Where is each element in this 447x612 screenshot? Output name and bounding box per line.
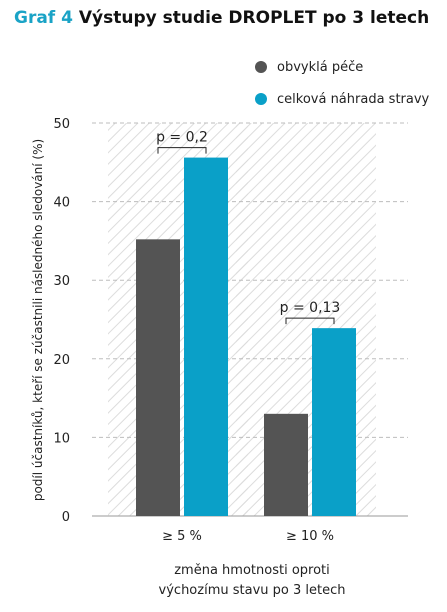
chart-title-prefix: Graf 4 [14,8,73,28]
y-tick-label: 0 [62,510,70,525]
legend-swatch-celkova-nahrada [255,93,267,105]
p-value-label-2: p = 0,13 [280,300,341,316]
x-axis-label-line-1: změna hmotnosti oproti [174,563,330,578]
y-tick-label: 50 [53,117,70,132]
legend-swatch-obvykla-pece [255,61,267,73]
p-value-bracket-1 [157,147,207,154]
p-value-label-1: p = 0,2 [156,130,208,146]
bar-celkova-nahrada-1 [184,157,228,517]
y-tick-label: 40 [53,196,70,211]
x-tick-label: ≥ 5 % [162,529,202,544]
bar-obvykla-pece-2 [264,413,308,516]
legend-label-obvykla-pece: obvyklá péče [277,59,364,75]
chart-title: Graf 4 Výstupy studie DROPLET po 3 letec… [14,8,429,28]
y-axis-label: podíl účastníků, kteří se zúčastnili nás… [31,139,45,501]
bar-celkova-nahrada-2 [312,328,356,516]
x-axis-label-line-2: výchozímu stavu po 3 letech [159,583,346,598]
legend: obvyklá péče celková náhrada stravy [255,56,429,120]
y-tick-label: 30 [53,274,70,289]
bar-obvykla-pece-1 [136,239,180,516]
legend-item-obvykla-pece: obvyklá péče [255,56,429,78]
legend-item-celkova-nahrada: celková náhrada stravy [255,88,429,110]
y-tick-label: 10 [53,431,70,446]
x-tick-label: ≥ 10 % [286,529,334,544]
p-value-bracket-2 [285,317,335,325]
chart-title-main: Výstupy studie DROPLET po 3 letech [78,8,430,28]
y-tick-label: 20 [53,353,70,368]
legend-label-celkova-nahrada: celková náhrada stravy [277,91,430,107]
